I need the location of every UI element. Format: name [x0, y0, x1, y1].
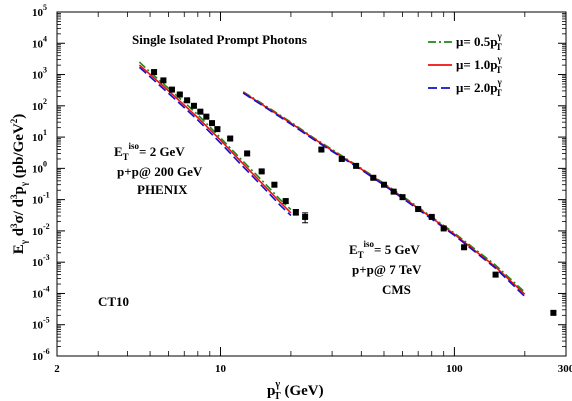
data-point — [203, 113, 210, 120]
data-point — [399, 194, 406, 201]
curve-mu_2-0 — [138, 66, 292, 217]
y-tick-label: 103 — [32, 66, 47, 82]
y-axis: 10-6 10-5 10-4 10-3 10-2 10-1 100 101 102 103 104 1… — [32, 3, 566, 363]
x-tick-label: 2 — [54, 363, 60, 375]
y-tick-label: 10-1 — [32, 191, 50, 207]
x-tick-label: 100 — [446, 363, 463, 375]
data-point — [428, 213, 435, 220]
data-point — [214, 126, 221, 133]
data-point — [318, 146, 325, 153]
data-point — [176, 91, 183, 98]
data-point — [390, 188, 397, 195]
data-point — [415, 206, 422, 213]
y-tick-label: 10-4 — [32, 284, 50, 300]
data-point — [209, 120, 216, 127]
phenix-experiment-label: PHENIX — [137, 182, 188, 197]
legend-label: μ= 2.0pγ T — [456, 77, 503, 98]
y-tick-label: 104 — [32, 34, 47, 50]
legend: μ= 0.5pγ Tμ= 1.0pγ Tμ= 2.0pγ T — [428, 31, 503, 98]
data-point — [492, 271, 499, 278]
phenix-collision-label: p+p@ 200 GeV — [117, 164, 203, 179]
x-axis: 2 10 100 300 — [54, 12, 572, 375]
data-point — [184, 97, 191, 104]
data-point — [258, 168, 265, 175]
pdf-label: CT10 — [98, 294, 129, 309]
data-point — [550, 309, 557, 316]
curve-mu_0-5 — [138, 61, 292, 211]
data-point — [190, 102, 197, 109]
x-tick-label: 300 — [558, 363, 572, 375]
y-tick-label: 100 — [32, 159, 47, 175]
data-point — [292, 209, 299, 216]
data-point — [168, 86, 175, 93]
legend-label: μ= 1.0pγ T — [456, 54, 503, 75]
curve-mu_2-0 — [242, 92, 526, 298]
data-point — [370, 174, 377, 181]
y-tick-label: 10-3 — [32, 253, 50, 269]
y-tick-label: 10-2 — [32, 222, 50, 238]
legend-label: μ= 0.5pγ T — [456, 31, 503, 52]
x-axis-title: pγ T (GeV) — [267, 379, 324, 401]
data-point — [151, 69, 158, 76]
y-tick-label: 10-5 — [32, 316, 50, 332]
y-tick-label: 102 — [32, 97, 47, 113]
data-point — [197, 108, 204, 115]
data-point — [380, 181, 387, 188]
data-point — [353, 162, 360, 169]
data-point — [440, 225, 447, 232]
data-point — [271, 181, 278, 188]
data-point — [461, 244, 468, 251]
data-point — [282, 198, 289, 205]
cms-collision-label: p+p@ 7 TeV — [352, 262, 422, 277]
data-point — [302, 213, 309, 220]
x-tick-label: 10 — [215, 363, 227, 375]
chart-title: Single Isolated Prompt Photons — [132, 32, 307, 47]
data-point — [338, 155, 345, 162]
data-point — [244, 150, 251, 157]
data-points — [151, 69, 557, 316]
curve-mu_1-0 — [138, 64, 292, 214]
phenix-et-label: ETiso= 2 GeV — [114, 141, 185, 162]
cms-et-label: ETiso= 5 GeV — [349, 239, 420, 260]
y-tick-label: 10-6 — [32, 347, 50, 363]
data-point — [227, 135, 234, 142]
y-tick-label: 101 — [32, 128, 47, 144]
y-axis-title: Eγ d3σ/ d3pγ (pb/GeV2) — [9, 114, 29, 255]
cms-experiment-label: CMS — [382, 282, 411, 297]
y-tick-label: 105 — [32, 3, 47, 19]
data-point — [160, 77, 167, 84]
